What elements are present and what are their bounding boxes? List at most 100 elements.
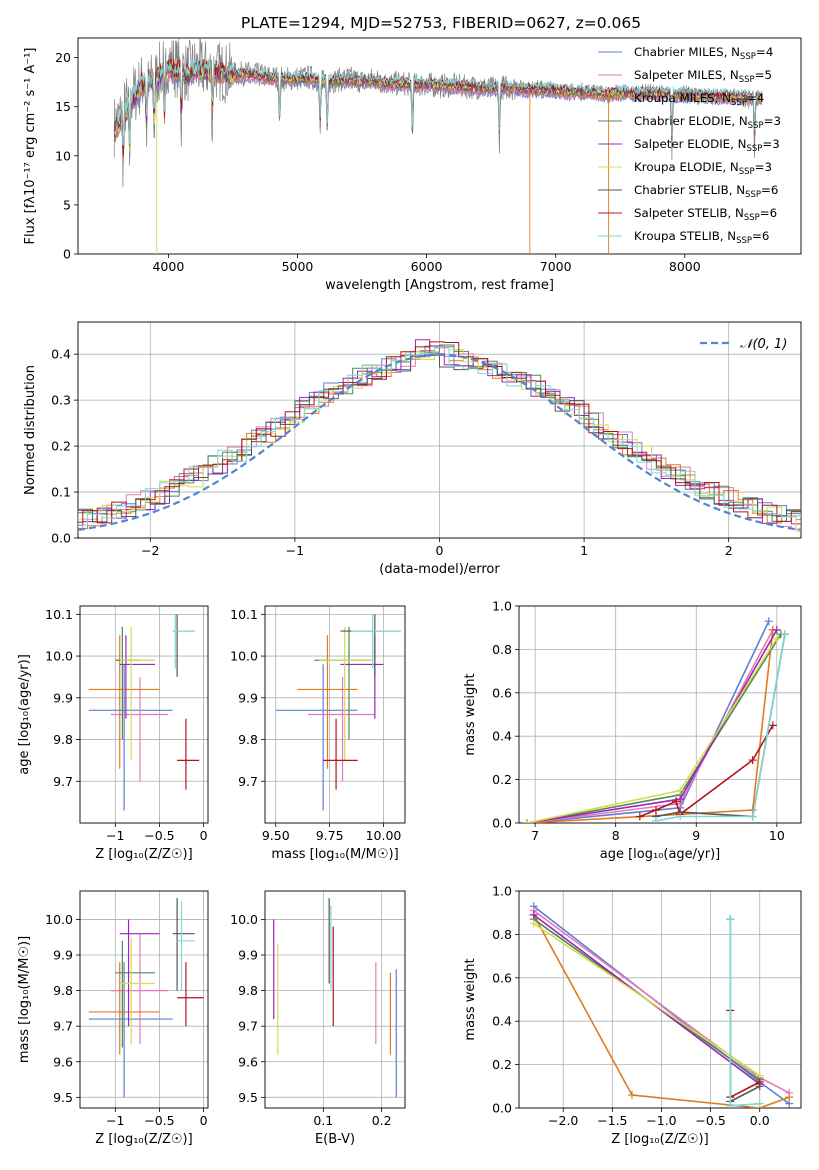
axes-mass_vs_EBV: 0.1 0.2 9.5 9.6 9.7 9.8 9.9 10.0 E(B-V) [230, 890, 406, 1147]
histogram-step-line [78, 341, 801, 524]
mass_vs_Z-plot [88, 898, 204, 1098]
legend-subscript: SSP [746, 144, 762, 154]
y-axis-label: mass weight [463, 958, 478, 1040]
x-tick-label: 0.1 [313, 1113, 333, 1128]
data-point-marker [780, 630, 789, 639]
legend-suffix: =6 [760, 206, 777, 220]
x-tick-label: 7 [531, 828, 539, 843]
legend-text: Kroupa ELODIE, N [634, 160, 739, 174]
x-tick-label: 9.50 [262, 828, 290, 843]
y-tick-label: 0.0 [51, 531, 71, 546]
y-tick-label: 0.6 [492, 970, 512, 985]
series-line [655, 634, 786, 822]
age_vs_mass-plot [275, 614, 401, 811]
y-tick-label: 9.9 [53, 690, 73, 705]
legend-subscript: SSP [740, 52, 756, 62]
data-point-marker [748, 756, 757, 765]
x-tick-label: 8000 [669, 259, 701, 274]
x-tick-label: 7000 [540, 259, 572, 274]
data-point-marker [726, 1101, 735, 1108]
data-point-marker [785, 1093, 794, 1102]
y-axis-label: mass weight [463, 673, 478, 755]
y-tick-label: 5 [63, 197, 71, 212]
axes-frame [264, 605, 406, 824]
series-line [526, 633, 782, 823]
y-tick-label: 9.9 [53, 948, 73, 963]
axes-frame [264, 890, 406, 1109]
legend-entry: Salpeter MILES, NSSP=5 [634, 68, 772, 85]
legend-entry: Chabrier MILES, NSSP=4 [634, 45, 773, 62]
legend-subscript: SSP [745, 190, 761, 200]
normal-curve-line [78, 353, 801, 531]
y-tick-label: 0.2 [492, 772, 512, 787]
legend-text: Kroupa STELIB, N [634, 229, 736, 243]
legend-subscript: SSP [748, 121, 764, 131]
series-line [532, 914, 790, 1108]
x-axis-label: Z [log₁₀(Z/Z☉)] [95, 847, 192, 862]
data-point-marker [635, 812, 644, 821]
data-point-marker [772, 625, 781, 634]
legend-suffix: =6 [761, 183, 778, 197]
y-tick-label: 9.8 [238, 983, 258, 998]
series-line [527, 620, 770, 823]
y-tick-label: 0.1 [51, 485, 71, 500]
y-tick-label: 9.5 [238, 1090, 258, 1105]
y-tick-label: 9.5 [53, 1090, 73, 1105]
y-tick-label: 0.6 [492, 685, 512, 700]
x-tick-label: 6000 [411, 259, 443, 274]
y-tick-label: 1.0 [492, 884, 512, 899]
y-tick-label: 0.2 [492, 1057, 512, 1072]
legend-text: Chabrier ELODIE, N [634, 114, 748, 128]
series-line [526, 629, 774, 823]
x-tick-label: −0.5 [144, 1113, 174, 1128]
y-axis-label: mass [log₁₀(M/M☉)] [17, 936, 32, 1063]
weight_vs_Z-plot [529, 902, 794, 1108]
legend-suffix: =3 [762, 137, 779, 151]
y-tick-label: 9.8 [53, 983, 73, 998]
y-tick-label: 0.0 [492, 1101, 512, 1116]
x-tick-label: −1 [106, 1113, 124, 1128]
spectrum-legend: Chabrier MILES, NSSP=4 Salpeter MILES, NS… [598, 45, 781, 246]
axes-spectrum: 4000 5000 6000 7000 8000 0 5 10 15 20 wavelength [… [23, 37, 802, 293]
y-tick-label: 9.9 [238, 690, 258, 705]
y-tick-label: 9.6 [53, 1054, 73, 1069]
legend-subscript: SSP [739, 75, 755, 85]
figure-title: PLATE=1294, MJD=52753, FIBERID=0627, z=0… [241, 14, 641, 32]
legend-entry: Kroupa ELODIE, NSSP=3 [634, 160, 772, 177]
series-line [729, 1010, 761, 1099]
legend-subscript: SSP [736, 236, 752, 246]
axes-frame [77, 37, 802, 255]
legend-suffix: =4 [747, 91, 764, 105]
y-tick-label: 0.2 [51, 439, 71, 454]
x-tick-label: −2 [141, 543, 159, 558]
legend-entry: Chabrier STELIB, NSSP=6 [634, 183, 778, 200]
data-point-marker [755, 1099, 764, 1108]
y-tick-label: 9.7 [53, 774, 73, 789]
x-tick-label: −1.5 [597, 1113, 627, 1128]
data-point-marker [768, 721, 777, 730]
y-tick-label: 9.7 [238, 1019, 258, 1034]
y-tick-label: 9.7 [238, 774, 258, 789]
x-axis-label: wavelength [Angstrom, rest frame] [325, 278, 554, 293]
legend-subscript: SSP [731, 98, 747, 108]
histogram-step-line [78, 345, 801, 530]
x-tick-label: −2.0 [548, 1113, 578, 1128]
series-line [639, 724, 774, 818]
data-point-marker [651, 816, 660, 823]
y-tick-label: 0.4 [492, 729, 512, 744]
legend-entry: Chabrier ELODIE, NSSP=3 [634, 114, 781, 131]
x-tick-label: 2 [725, 543, 733, 558]
legend-text: Salpeter ELODIE, N [634, 137, 746, 151]
axes-frame [79, 890, 209, 1109]
data-point-marker [676, 795, 685, 804]
legend-subscript: SSP [744, 213, 760, 223]
x-tick-label: 0 [436, 543, 444, 558]
age_vs_Z-plot [88, 614, 200, 811]
data-point-marker [529, 910, 538, 919]
y-tick-label: 9.7 [53, 1019, 73, 1034]
mass_vs_EBV-plot [273, 898, 397, 1098]
x-tick-label: 9.75 [316, 828, 344, 843]
x-tick-label: 1 [580, 543, 588, 558]
axes-frame [518, 890, 802, 1109]
x-axis-label: (data-model)/error [379, 562, 500, 577]
